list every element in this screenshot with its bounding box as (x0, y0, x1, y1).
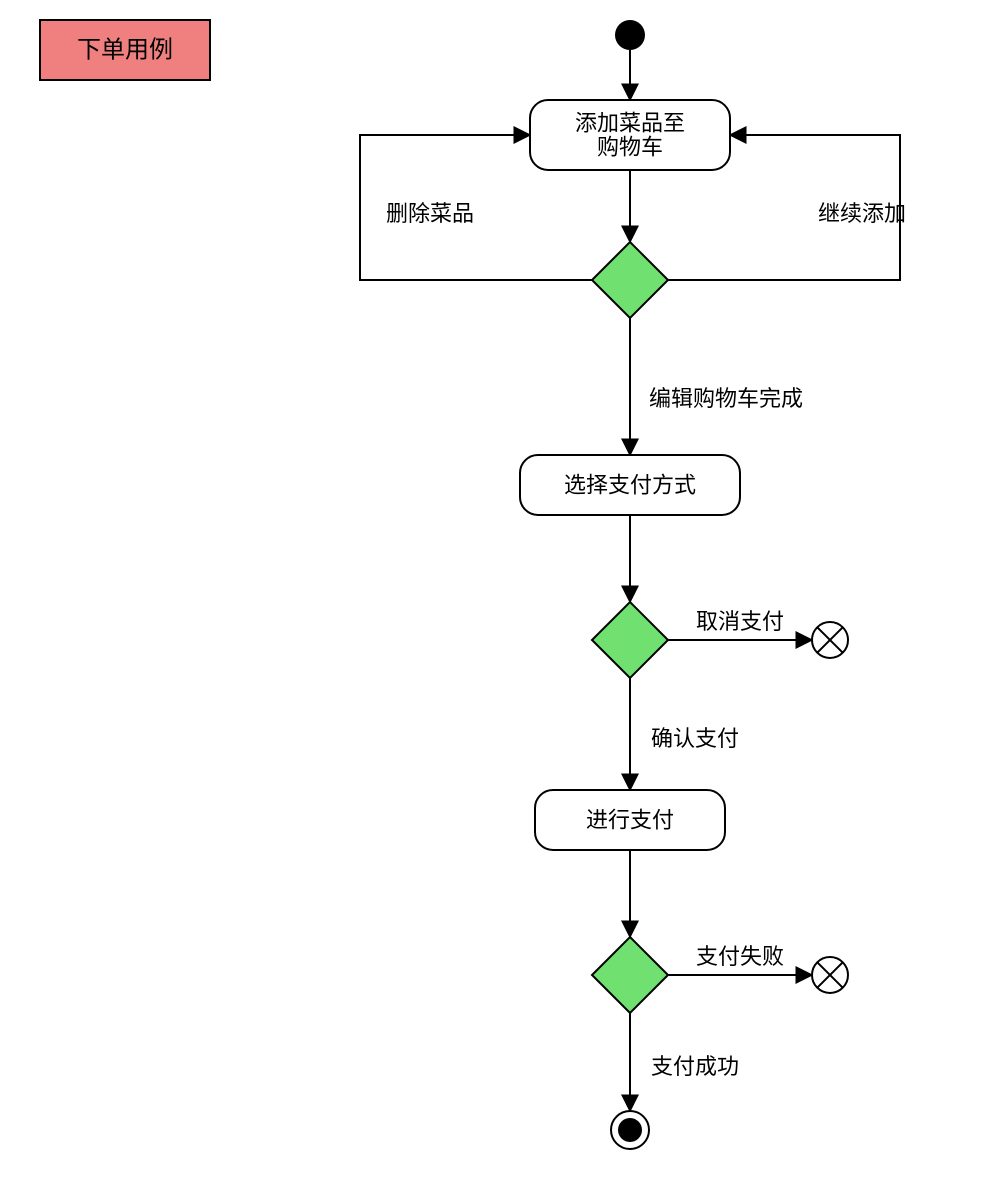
edge-label-e7: 支付失败 (696, 944, 784, 969)
title-label: 下单用例 (77, 37, 173, 64)
activity-label-doPayment: 进行支付 (586, 808, 674, 833)
edge-label-e2: 编辑购物车完成 (649, 386, 803, 411)
activity-diagram: 删除菜品 继续添加编辑购物车完成取消支付确认支付支付失败支付成功 添加菜品至购物车选… (0, 0, 1006, 1178)
initial-node (615, 20, 645, 50)
edge-label-e8: 支付成功 (651, 1054, 739, 1079)
edge-label-eLeft: 删除菜品 (386, 201, 474, 226)
activity-label-choosePayment: 选择支付方式 (564, 473, 696, 498)
activity-label-addToCart-1: 添加菜品至 (575, 110, 685, 135)
activity-label-addToCart-2: 购物车 (597, 135, 663, 160)
edge-label-e4: 取消支付 (696, 609, 784, 634)
edge-label-e5: 确认支付 (651, 726, 739, 751)
final-node-inner (618, 1118, 642, 1142)
edge-label-eRight: 继续添加 (818, 201, 906, 226)
